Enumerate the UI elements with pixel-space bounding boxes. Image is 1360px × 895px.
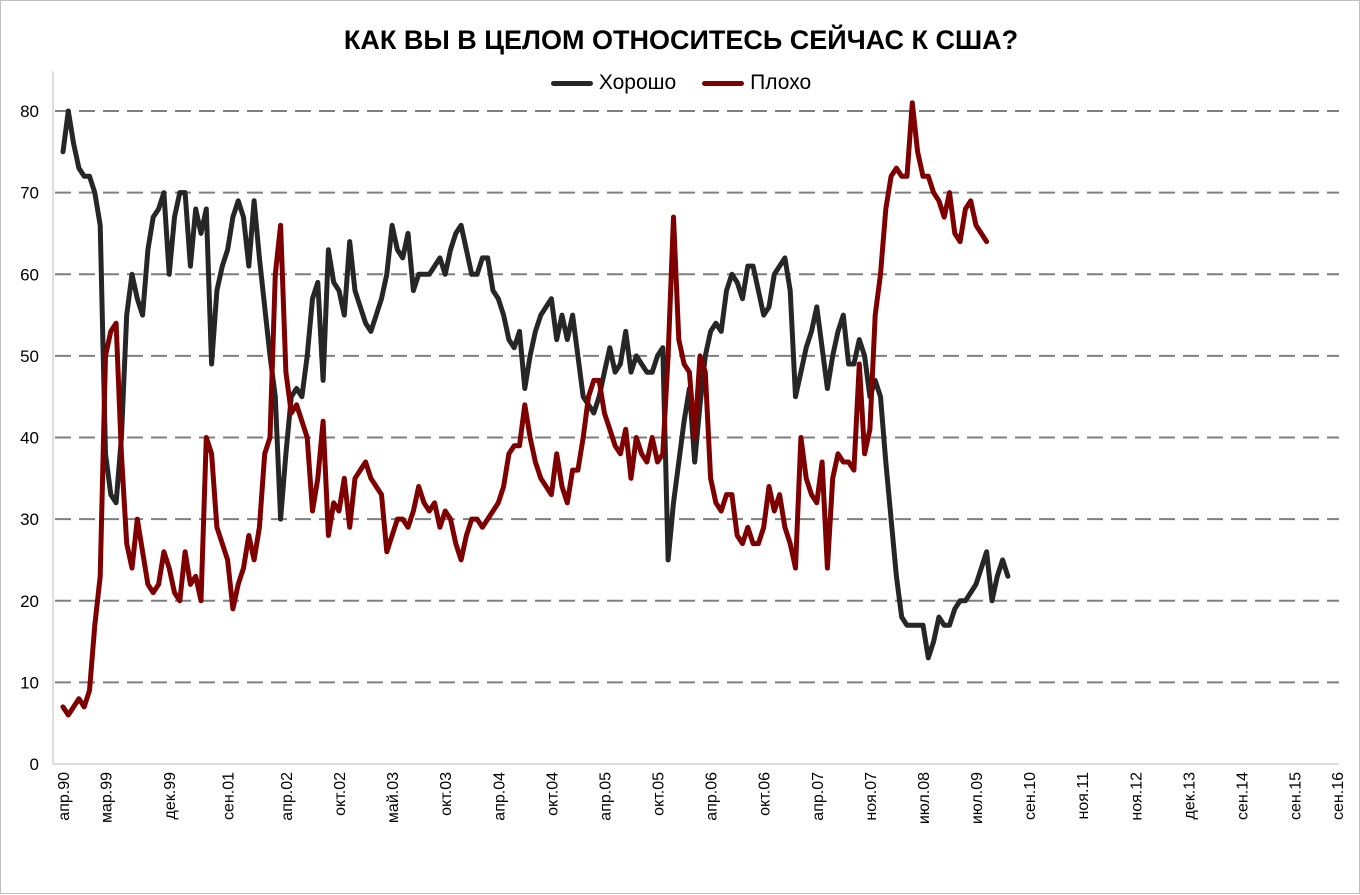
x-tick-label: мар.99	[98, 772, 115, 823]
y-tick-label: 50	[20, 347, 39, 366]
x-tick-label: дек.99	[162, 772, 179, 820]
x-tick-label: ноя.07	[863, 772, 880, 821]
x-tick-label: сен.01	[221, 772, 238, 820]
x-tick-label: апр.90	[56, 772, 73, 821]
legend-label-good: Хорошо	[598, 71, 677, 94]
y-tick-label: 60	[20, 265, 39, 284]
x-tick-label: сен.16	[1330, 772, 1347, 820]
x-tick-label: июл.08	[916, 772, 933, 824]
y-tick-label: 10	[20, 673, 39, 692]
x-tick-label: апр.07	[810, 772, 827, 821]
x-tick-label: ноя.11	[1075, 772, 1092, 820]
legend-item-bad: Плохо	[702, 71, 811, 95]
x-tick-label: окт.03	[438, 772, 455, 816]
x-tick-label: окт.02	[332, 772, 349, 816]
x-tick-label: окт.04	[544, 772, 561, 816]
x-tick-label: июл.09	[969, 772, 986, 824]
x-tick-label: апр.02	[279, 772, 296, 821]
x-tick-label: апр.04	[491, 772, 508, 821]
x-tick-label: окт.06	[757, 772, 774, 816]
series-line-good	[60, 108, 1011, 661]
y-tick-label: 0	[30, 755, 39, 774]
series-line-bad	[60, 100, 990, 718]
y-tick-label: 80	[20, 102, 39, 121]
x-tick-label: сен.14	[1234, 772, 1251, 820]
legend-item-good: Хорошо	[550, 71, 677, 95]
x-tick-label: окт.05	[651, 772, 668, 816]
x-tick-label: ноя.12	[1128, 772, 1145, 821]
x-tick-label: май.03	[385, 772, 402, 823]
chart-legend: Хорошо Плохо	[1, 71, 1360, 95]
y-tick-label: 70	[20, 184, 39, 203]
legend-swatch-good	[550, 80, 593, 86]
x-tick-label: сен.15	[1288, 772, 1305, 820]
x-tick-label: дек.13	[1181, 772, 1198, 820]
x-tick-label: апр.06	[704, 772, 721, 821]
legend-label-bad: Плохо	[750, 71, 812, 94]
y-tick-label: 40	[20, 429, 39, 448]
y-tick-label: 20	[20, 592, 39, 611]
x-tick-label: апр.05	[597, 772, 614, 821]
legend-swatch-bad	[702, 80, 745, 86]
x-tick-label: сен.10	[1022, 772, 1039, 820]
y-tick-label: 30	[20, 510, 39, 529]
chart-title: КАК ВЫ В ЦЕЛОМ ОТНОСИТЕСЬ СЕЙЧАС К США?	[343, 25, 1019, 55]
